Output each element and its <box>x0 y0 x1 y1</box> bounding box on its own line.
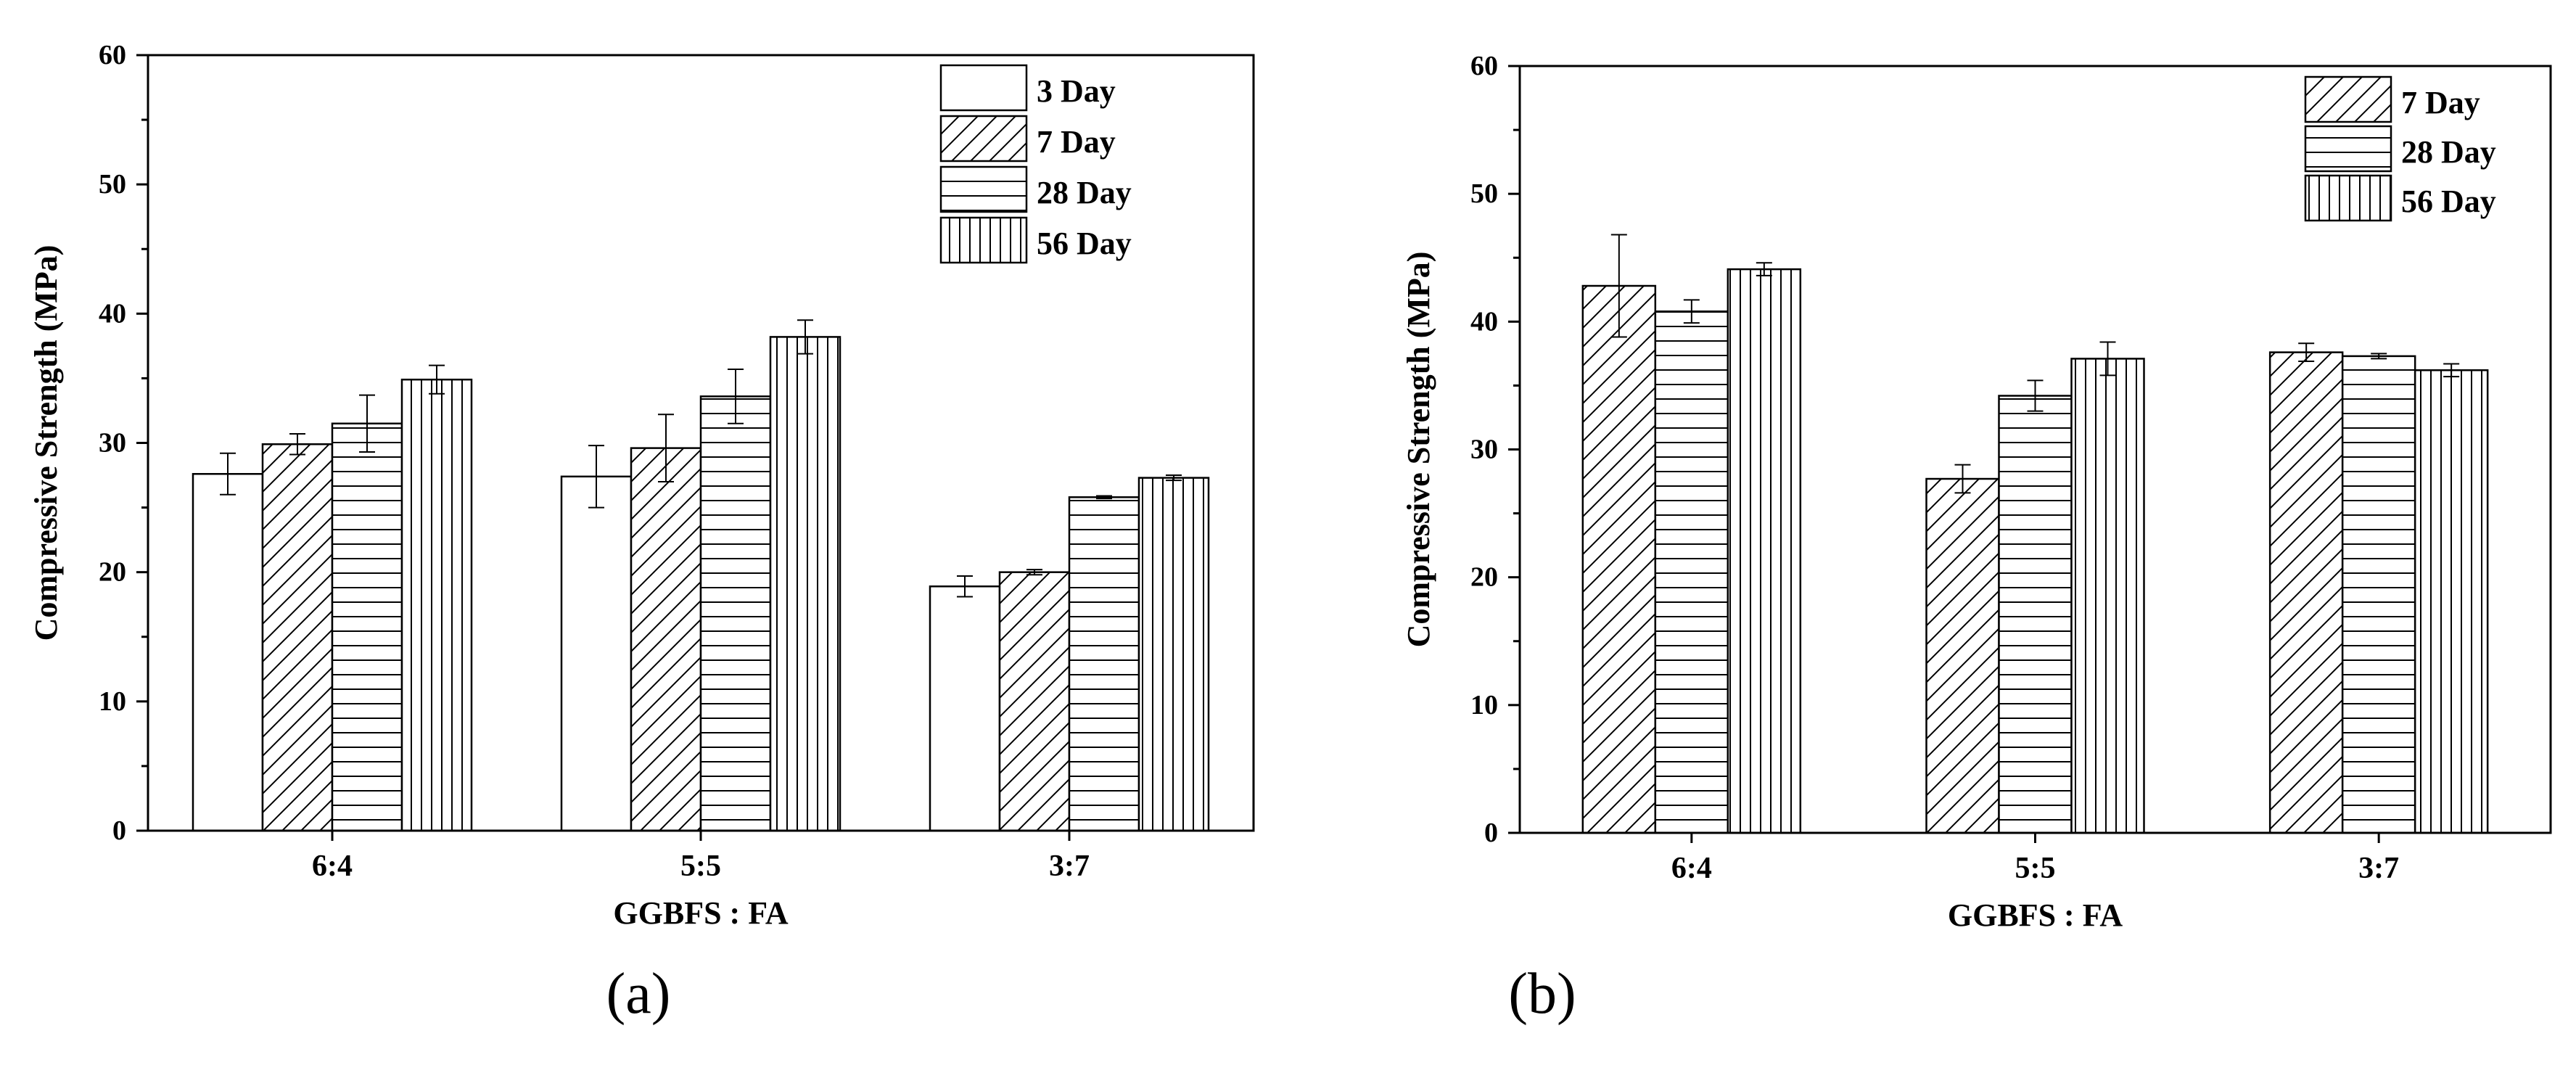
legend-label: 7 Day <box>2401 85 2480 120</box>
y-tick-label: 60 <box>99 40 126 70</box>
y-tick-label: 0 <box>112 815 126 846</box>
y-tick-label: 50 <box>1470 178 1498 209</box>
bar-56-day-3-7 <box>2414 369 2489 834</box>
x-axis-label: GGBFS : FA <box>613 895 788 931</box>
chart-panel-a: 0 10 20 30 40 50 60 6:4 5:5 3:7 GGBFS : FA Compress… <box>28 40 1255 931</box>
legend: 7 Day 28 Day 56 Day <box>2304 75 2496 222</box>
error-bar <box>1610 234 1627 338</box>
x-tick-label: 3:7 <box>1049 850 1090 883</box>
bar-7-day-3-7 <box>2268 351 2344 834</box>
y-tick-label: 0 <box>1484 818 1498 848</box>
error-bar <box>359 394 375 453</box>
x-tick-label: 6:4 <box>312 850 353 883</box>
bar-56-day-6-4 <box>1727 268 1802 834</box>
legend-label: 3 Day <box>1037 73 1116 109</box>
x-tick-label: 5:5 <box>680 850 721 883</box>
error-bar <box>1096 495 1112 500</box>
x-tick-label: 6:4 <box>1671 852 1712 885</box>
legend-label: 56 Day <box>1037 226 1132 261</box>
error-bar <box>1683 299 1700 324</box>
error-bar <box>1954 464 1971 494</box>
bar-7-day-5-5 <box>1925 477 2000 834</box>
chart-b: 0 10 20 30 40 50 60 6:4 5:5 3:7 GGBFS : FA Compress… <box>1401 51 2552 933</box>
y-tick-label: 10 <box>1470 690 1498 720</box>
error-bar <box>2371 353 2387 360</box>
error-bar <box>429 364 445 395</box>
legend-swatch-56-day <box>939 216 1028 264</box>
bar-28-day-3-7 <box>1068 496 1140 832</box>
y-tick-label: 20 <box>1470 562 1498 593</box>
bar-28-day-6-4 <box>1654 310 1729 834</box>
y-tick-label: 30 <box>1470 435 1498 465</box>
y-tick-label: 20 <box>99 557 126 588</box>
error-bar <box>289 433 305 456</box>
bar-3-day-3-7 <box>929 585 1001 832</box>
bar-7-day-6-4 <box>261 443 334 832</box>
y-axis-label: Compressive Strength (MPa) <box>1401 252 1436 648</box>
bar-3-day-5-5 <box>560 475 633 832</box>
error-bar <box>588 445 604 509</box>
bar-7-day-3-7 <box>998 571 1071 832</box>
bar-28-day-5-5 <box>1998 395 2073 834</box>
error-bar <box>2027 379 2044 412</box>
error-bar <box>1756 262 1772 276</box>
error-bar <box>220 452 236 496</box>
error-bar <box>797 319 813 355</box>
y-tick-label: 30 <box>99 428 126 459</box>
error-bar <box>2298 342 2315 362</box>
chart-panel-b: 0 10 20 30 40 50 60 6:4 5:5 3:7 GGBFS : FA Compress… <box>1288 0 2576 1073</box>
legend-swatch-28-day <box>939 165 1028 213</box>
bar-28-day-3-7 <box>2341 355 2416 834</box>
bar-56-day-5-5 <box>2070 358 2145 834</box>
panel-label-a: (a) <box>606 962 671 1026</box>
panel-label-b: (b) <box>1508 962 1576 1026</box>
x-tick-label: 3:7 <box>2358 852 2399 885</box>
bar-7-day-5-5 <box>630 447 702 832</box>
y-tick-label: 50 <box>99 169 126 200</box>
bar-56-day-6-4 <box>400 378 473 832</box>
x-tick-label: 5:5 <box>2015 852 2056 885</box>
bar-3-day-6-4 <box>192 473 264 832</box>
error-bar <box>728 368 744 424</box>
legend-swatch-28-day <box>2304 125 2392 173</box>
bar-7-day-6-4 <box>1581 284 1657 834</box>
x-axis-label: GGBFS : FA <box>1948 897 2123 933</box>
legend-swatch-7-day <box>939 115 1028 163</box>
error-bar <box>1166 474 1182 482</box>
y-tick-label: 10 <box>99 686 126 717</box>
legend: 3 Day 7 Day 28 Day 56 Day <box>939 64 1132 264</box>
legend-swatch-56-day <box>2304 174 2392 222</box>
legend-swatch-3-day <box>939 64 1028 112</box>
legend-label: 28 Day <box>2401 134 2496 170</box>
bar-28-day-6-4 <box>331 422 403 832</box>
legend-label: 7 Day <box>1037 124 1116 160</box>
y-tick-label: 40 <box>99 298 126 329</box>
y-axis-label: Compressive Strength (MPa) <box>28 245 64 641</box>
y-tick-label: 60 <box>1470 51 1498 81</box>
legend-swatch-7-day <box>2304 75 2392 123</box>
legend-label: 56 Day <box>2401 184 2496 219</box>
bar-28-day-5-5 <box>699 395 772 832</box>
chart-a: 0 10 20 30 40 50 60 6:4 5:5 3:7 GGBFS : FA Compress… <box>28 40 1255 931</box>
error-bar <box>1026 569 1042 576</box>
error-bar <box>957 575 973 598</box>
legend-label: 28 Day <box>1037 175 1132 210</box>
error-bar <box>2443 363 2460 378</box>
bar-56-day-3-7 <box>1137 477 1210 832</box>
bar-56-day-5-5 <box>769 336 841 832</box>
error-bar <box>2099 341 2116 377</box>
y-tick-label: 40 <box>1470 306 1498 337</box>
error-bar <box>658 414 674 482</box>
